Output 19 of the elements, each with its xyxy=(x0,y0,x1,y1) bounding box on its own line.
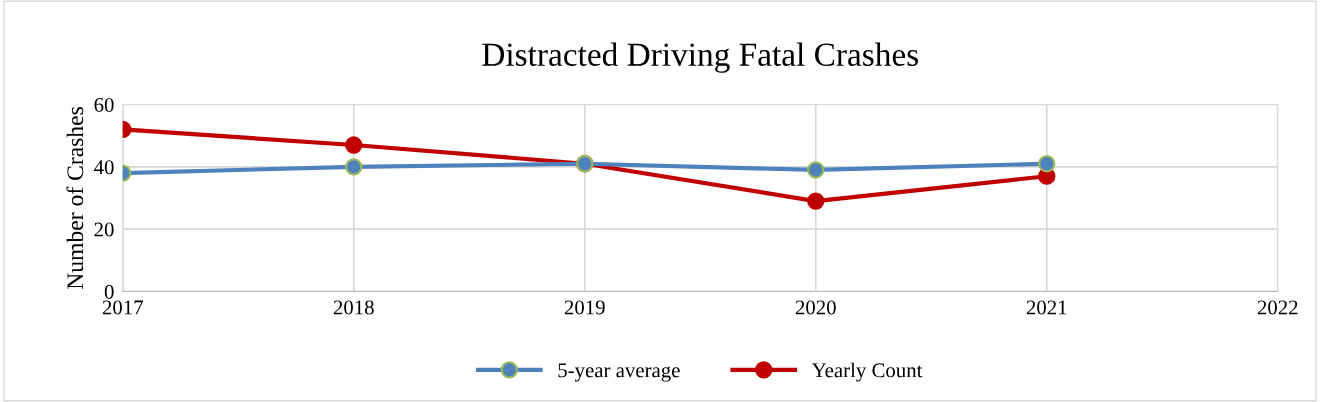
point xyxy=(807,192,825,210)
legend-label: 5-year average xyxy=(558,363,680,382)
y-tick-label: 20 xyxy=(94,222,114,237)
point xyxy=(807,161,825,179)
y-tick-label: 40 xyxy=(94,160,114,175)
x-tick-label: 2018 xyxy=(333,300,374,315)
y-axis-title: Number of Crashes xyxy=(66,107,84,290)
chart-title: Distracted Driving Fatal Crashes xyxy=(482,42,918,73)
point xyxy=(1038,155,1056,173)
y-tick-label: 60 xyxy=(94,97,114,112)
y-tick-label: 0 xyxy=(104,284,114,299)
point xyxy=(345,136,363,154)
x-tick-label: 2020 xyxy=(795,300,836,315)
x-tick-label: 2019 xyxy=(564,300,605,315)
x-tick-label: 2017 xyxy=(102,300,143,315)
point xyxy=(345,158,363,176)
x-tick-label: 2022 xyxy=(1257,300,1298,315)
x-tick-label: 2021 xyxy=(1026,300,1067,315)
legend-label: Yearly Count xyxy=(811,362,923,382)
